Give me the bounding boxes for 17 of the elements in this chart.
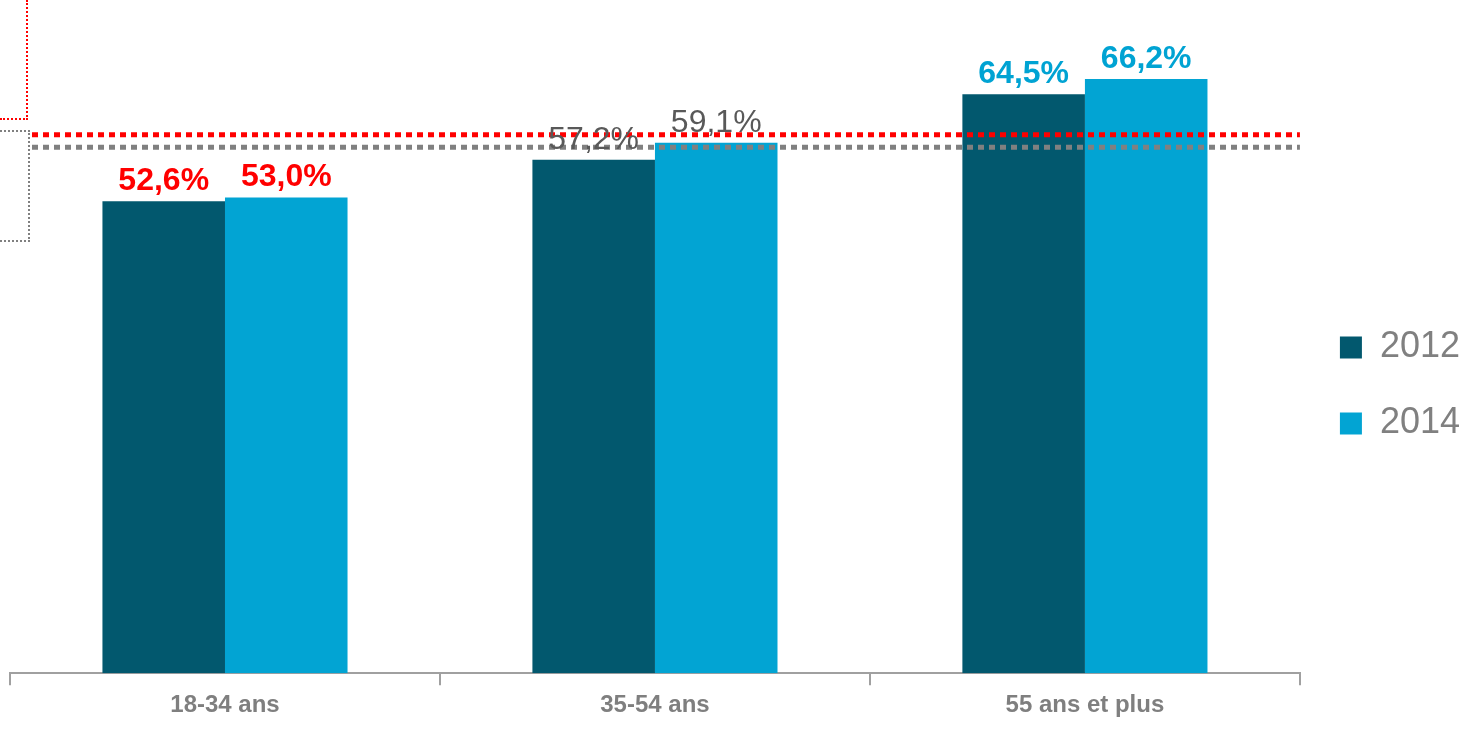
data-label: 66,2%	[1100, 38, 1192, 75]
bar	[1084, 79, 1208, 674]
data-label: 52,6%	[118, 160, 210, 197]
bar	[102, 201, 225, 674]
data-label: 64,5%	[978, 54, 1070, 91]
legend-label: 2012	[1379, 324, 1461, 366]
data-label: 57,2%	[548, 119, 640, 156]
x-tick-label: 18-34 ans	[170, 690, 280, 718]
bar	[962, 94, 1085, 674]
bar	[224, 197, 348, 674]
legend-label: 2014	[1379, 400, 1461, 442]
data-label: 53,0%	[240, 157, 332, 194]
x-tick-label: 35-54 ans	[600, 690, 710, 718]
bar	[654, 142, 778, 674]
data-label: 59,1%	[670, 102, 762, 139]
bar	[532, 159, 655, 674]
x-tick-label: 55 ans et plus	[1005, 690, 1165, 718]
